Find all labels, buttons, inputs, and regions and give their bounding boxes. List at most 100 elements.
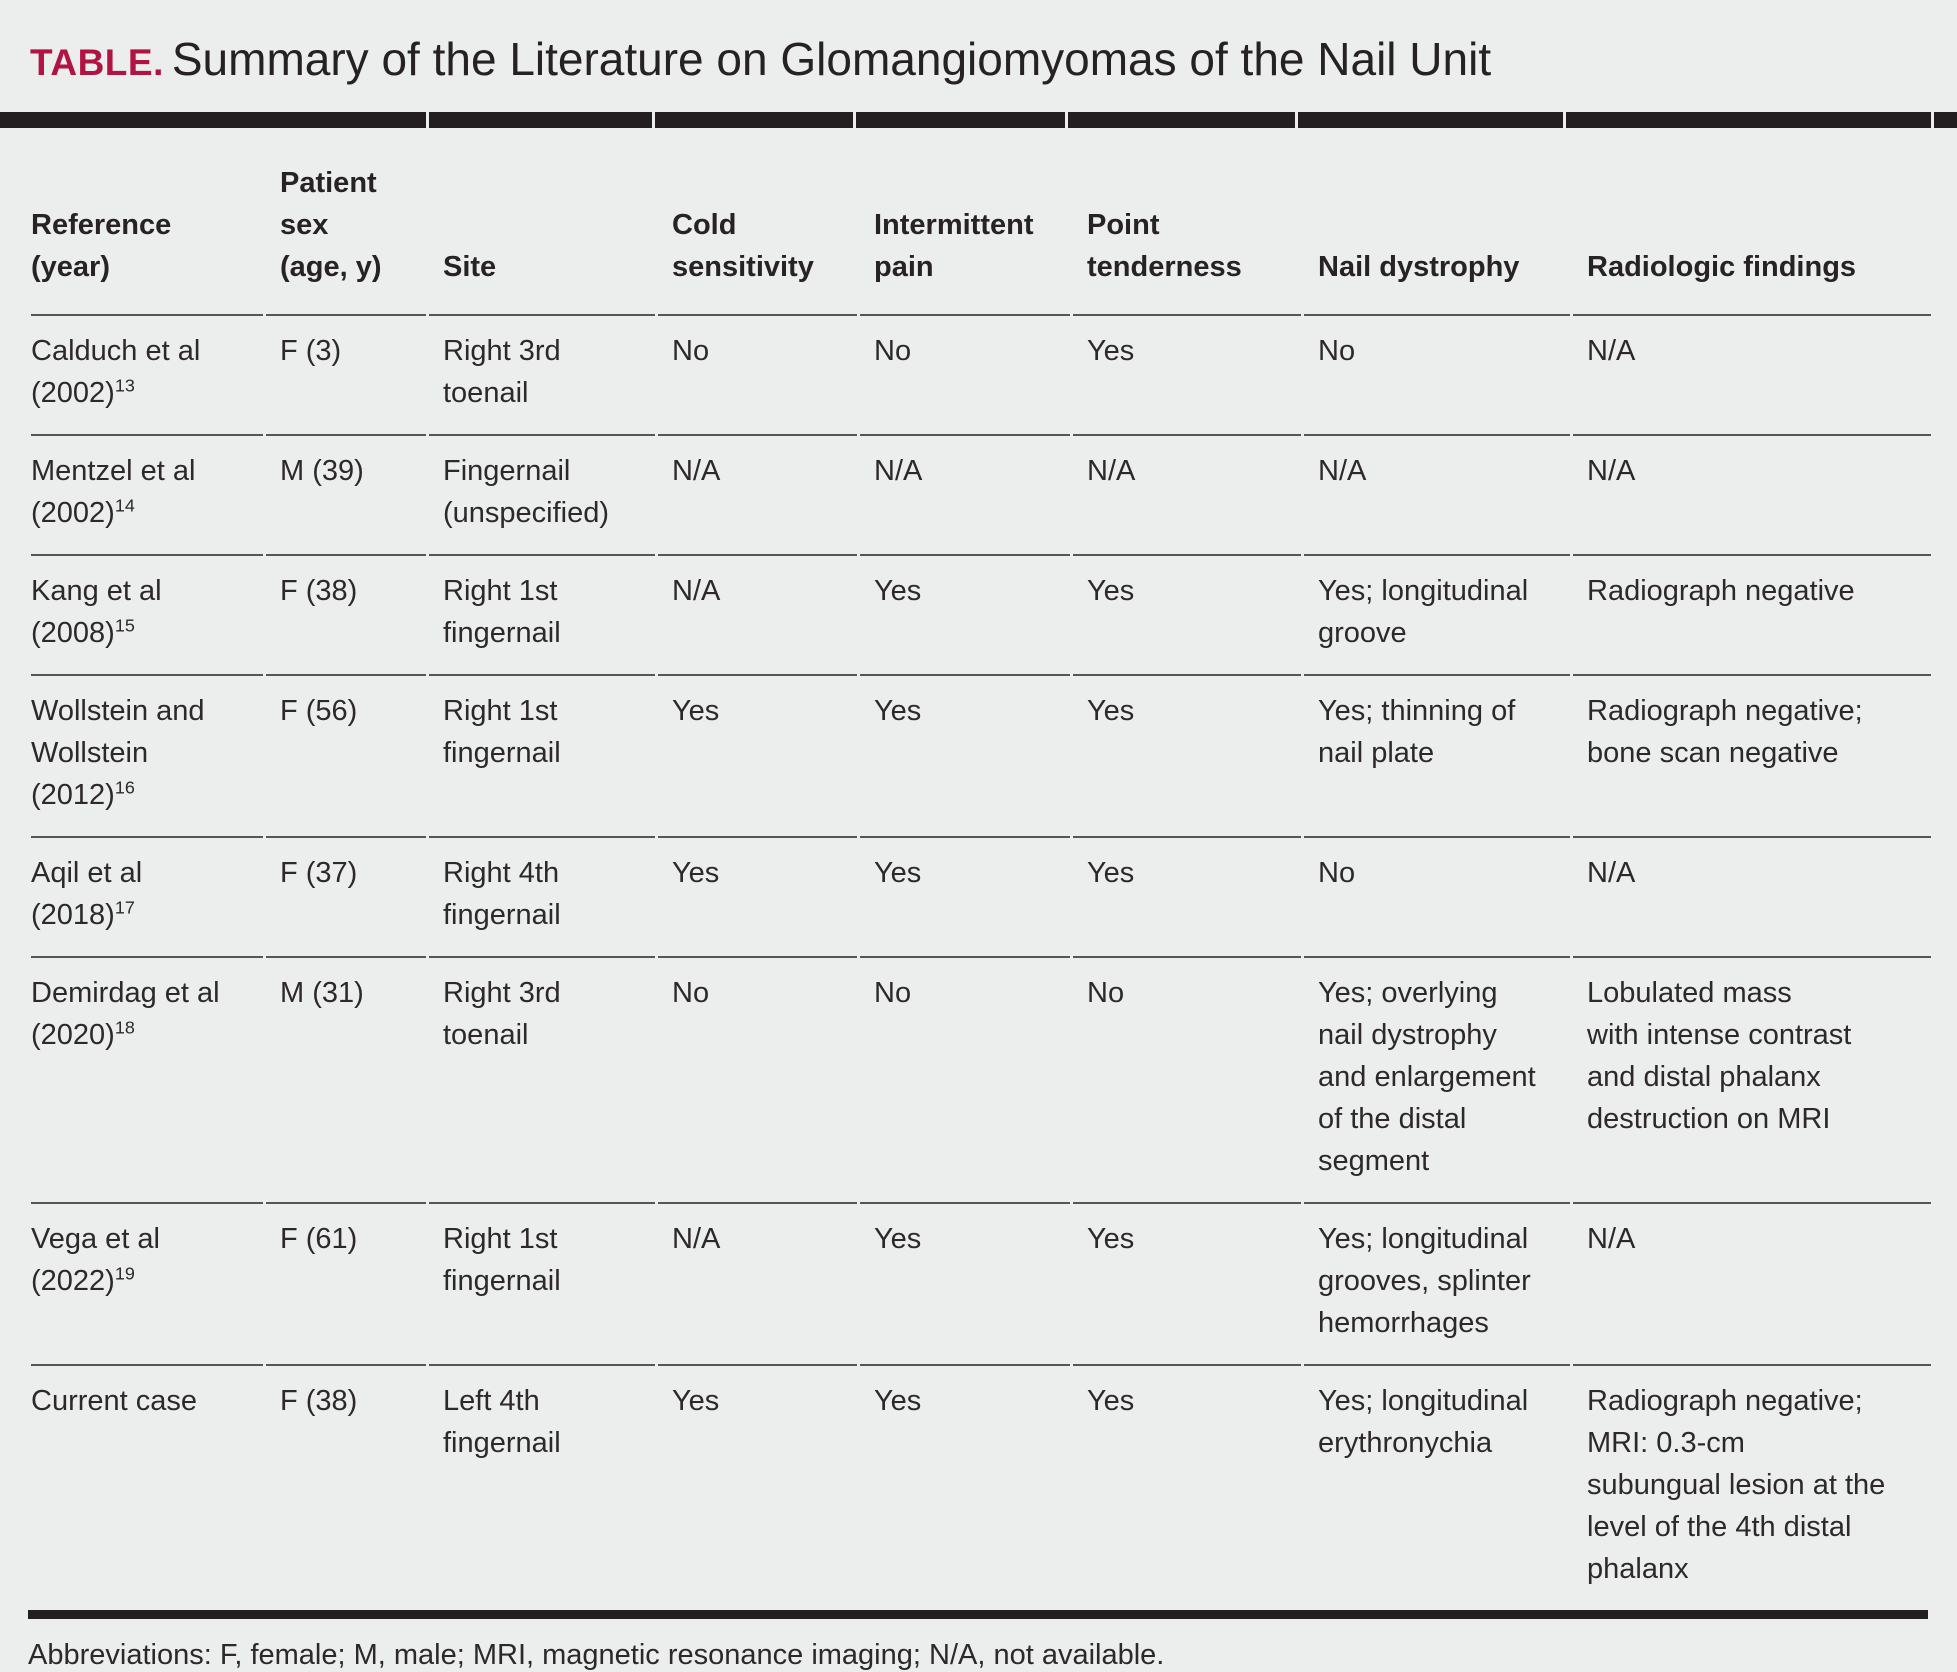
cell-nail-dystrophy: Yes; thinning of nail plate (1304, 674, 1570, 836)
reference-text: Kang et al (2008) (31, 575, 162, 649)
table-row: Calduch et al (2002)13 F (3) Right 3rd t… (31, 314, 1931, 434)
cell-cold-sensitivity: Yes (658, 836, 857, 956)
cell-radiologic-findings: N/A (1573, 836, 1931, 956)
cell-nail-dystrophy: Yes; longitudinal grooves, splinter hemo… (1304, 1202, 1570, 1364)
reference-text: Wollstein and Wollstein (2012) (31, 695, 205, 811)
cell-reference: Calduch et al (2002)13 (31, 314, 263, 434)
cell-point-tenderness: Yes (1073, 674, 1301, 836)
cell-reference: Current case (31, 1364, 263, 1610)
cell-sex-age: F (38) (266, 554, 426, 674)
band-segment (856, 112, 1065, 128)
reference-text: Demirdag et al (2020) (31, 977, 220, 1051)
cell-nail-dystrophy: No (1304, 836, 1570, 956)
cell-intermittent-pain: No (860, 956, 1070, 1202)
cell-intermittent-pain: No (860, 314, 1070, 434)
cell-point-tenderness: Yes (1073, 314, 1301, 434)
cell-cold-sensitivity: Yes (658, 1364, 857, 1610)
reference-citation-sup: 19 (114, 1263, 135, 1284)
cell-site: Right 1st fingernail (429, 674, 655, 836)
cell-reference: Kang et al (2008)15 (31, 554, 263, 674)
band-segment (1566, 112, 1931, 128)
cell-intermittent-pain: Yes (860, 674, 1070, 836)
band-segment (1298, 112, 1563, 128)
table-row: Vega et al (2022)19 F (61) Right 1st fin… (31, 1202, 1931, 1364)
cell-site: Right 3rd toenail (429, 314, 655, 434)
table-row: Aqil et al (2018)17 F (37) Right 4th fin… (31, 836, 1931, 956)
cell-sex-age: F (38) (266, 1364, 426, 1610)
reference-text: Vega et al (2022) (31, 1223, 160, 1297)
reference-citation-sup: 16 (114, 777, 135, 798)
abbreviations-footnote: Abbreviations: F, female; M, male; MRI, … (28, 1639, 1165, 1671)
cell-point-tenderness: No (1073, 956, 1301, 1202)
cell-point-tenderness: Yes (1073, 1202, 1301, 1364)
col-header-reference: Reference (year) (31, 209, 172, 283)
cell-radiologic-findings: Radiograph negative; bone scan negative (1573, 674, 1931, 836)
cell-radiologic-findings: N/A (1573, 1202, 1931, 1364)
band-segment (1934, 112, 1957, 128)
cell-point-tenderness: Yes (1073, 836, 1301, 956)
cell-site: Right 1st fingernail (429, 554, 655, 674)
reference-text: Current case (31, 1385, 198, 1417)
col-header-cold-sensitivity: Cold sensitivity (672, 209, 814, 283)
table-row: Wollstein and Wollstein (2012)16 F (56) … (31, 674, 1931, 836)
table-row: Kang et al (2008)15 F (38) Right 1st fin… (31, 554, 1931, 674)
page-title: Summary of the Literature on Glomangiomy… (171, 33, 1492, 85)
cell-sex-age: F (56) (266, 674, 426, 836)
cell-radiologic-findings: Lobulated mass with intense contrast and… (1573, 956, 1931, 1202)
table-row: Mentzel et al (2002)14 M (39) Fingernail… (31, 434, 1931, 554)
cell-sex-age: F (3) (266, 314, 426, 434)
band-segment (655, 112, 853, 128)
reference-citation-sup: 14 (114, 495, 135, 516)
reference-text: Calduch et al (2002) (31, 335, 201, 409)
cell-sex-age: M (39) (266, 434, 426, 554)
col-header-patient-sex: Patient sex (age, y) (280, 167, 382, 283)
header-row: Reference (year) Patient sex (age, y) Si… (31, 128, 1931, 314)
cell-reference: Vega et al (2022)19 (31, 1202, 263, 1364)
col-header-point-tenderness: Point tenderness (1087, 209, 1242, 283)
cell-intermittent-pain: Yes (860, 1202, 1070, 1364)
table-tag-label: TABLE. (30, 42, 164, 83)
cell-cold-sensitivity: No (658, 956, 857, 1202)
band-segment (1068, 112, 1295, 128)
header-band (0, 112, 1957, 128)
table-title-bar: TABLE. Summary of the Literature on Gloma… (0, 0, 1957, 98)
col-header-intermittent-pain: Intermittent pain (874, 209, 1034, 283)
cell-point-tenderness: Yes (1073, 1364, 1301, 1610)
col-header-site: Site (443, 251, 497, 283)
table-row: Current case F (38) Left 4th fingernail … (31, 1364, 1931, 1610)
band-segment (429, 112, 652, 128)
cell-site: Right 4th fingernail (429, 836, 655, 956)
cell-nail-dystrophy: Yes; overlying nail dystrophy and enlarg… (1304, 956, 1570, 1202)
cell-cold-sensitivity: N/A (658, 1202, 857, 1364)
cell-cold-sensitivity: N/A (658, 434, 857, 554)
cell-site: Right 3rd toenail (429, 956, 655, 1202)
literature-summary-table: Reference (year) Patient sex (age, y) Si… (28, 128, 1934, 1610)
cell-cold-sensitivity: N/A (658, 554, 857, 674)
cell-cold-sensitivity: Yes (658, 674, 857, 836)
cell-intermittent-pain: Yes (860, 836, 1070, 956)
cell-point-tenderness: N/A (1073, 434, 1301, 554)
cell-point-tenderness: Yes (1073, 554, 1301, 674)
cell-site: Left 4th fingernail (429, 1364, 655, 1610)
cell-radiologic-findings: N/A (1573, 434, 1931, 554)
cell-sex-age: F (37) (266, 836, 426, 956)
cell-nail-dystrophy: Yes; longitudinal erythronychia (1304, 1364, 1570, 1610)
reference-citation-sup: 15 (114, 615, 135, 636)
cell-sex-age: F (61) (266, 1202, 426, 1364)
reference-text: Mentzel et al (2002) (31, 455, 196, 529)
reference-citation-sup: 13 (114, 375, 135, 396)
cell-radiologic-findings: Radiograph negative (1573, 554, 1931, 674)
table-row: Demirdag et al (2020)18 M (31) Right 3rd… (31, 956, 1931, 1202)
cell-intermittent-pain: Yes (860, 554, 1070, 674)
cell-intermittent-pain: N/A (860, 434, 1070, 554)
cell-radiologic-findings: Radiograph negative; MRI: 0.3-cm subungu… (1573, 1364, 1931, 1610)
col-header-radiologic-findings: Radiologic findings (1587, 251, 1857, 283)
cell-reference: Mentzel et al (2002)14 (31, 434, 263, 554)
band-segment (0, 112, 426, 128)
cell-sex-age: M (31) (266, 956, 426, 1202)
cell-nail-dystrophy: No (1304, 314, 1570, 434)
reference-text: Aqil et al (2018) (31, 857, 143, 931)
cell-intermittent-pain: Yes (860, 1364, 1070, 1610)
reference-citation-sup: 18 (114, 1017, 135, 1038)
